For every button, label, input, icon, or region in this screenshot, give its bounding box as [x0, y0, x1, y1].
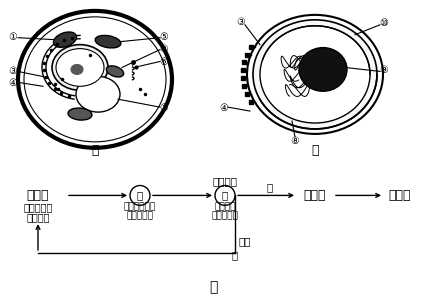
- Text: 乙: 乙: [311, 144, 319, 157]
- Text: ②: ②: [160, 44, 168, 54]
- Text: 供能: 供能: [239, 236, 251, 246]
- Text: ⑭: ⑭: [232, 250, 238, 260]
- Ellipse shape: [76, 76, 120, 112]
- Ellipse shape: [260, 26, 370, 123]
- Text: 成蛋白质）: 成蛋白质）: [127, 212, 153, 221]
- Text: ⑨: ⑨: [380, 65, 389, 75]
- Ellipse shape: [95, 36, 121, 48]
- Text: ⑪: ⑪: [137, 190, 143, 200]
- Ellipse shape: [18, 11, 172, 148]
- Text: 具膜小泡: 具膜小泡: [213, 176, 238, 186]
- Text: ⑤: ⑤: [160, 32, 168, 42]
- Ellipse shape: [56, 49, 104, 86]
- Ellipse shape: [68, 108, 92, 120]
- Text: （氨基酸形: （氨基酸形: [23, 202, 53, 212]
- Text: 细胞膜: 细胞膜: [304, 189, 326, 202]
- Text: ⑥: ⑥: [160, 57, 168, 67]
- Ellipse shape: [52, 45, 108, 90]
- Ellipse shape: [54, 32, 77, 47]
- Text: ⑩: ⑩: [380, 18, 389, 28]
- Ellipse shape: [24, 17, 166, 142]
- Text: ④: ④: [9, 78, 17, 88]
- Text: 修饰加工）: 修饰加工）: [212, 212, 239, 221]
- Text: ⑧: ⑧: [291, 136, 299, 146]
- Ellipse shape: [299, 48, 347, 91]
- Text: ⑦: ⑦: [160, 103, 168, 113]
- Ellipse shape: [71, 65, 83, 74]
- Text: 细胞外: 细胞外: [389, 189, 411, 202]
- Text: ①: ①: [9, 32, 17, 42]
- Text: 甲: 甲: [91, 144, 99, 157]
- Text: ④: ④: [220, 103, 228, 113]
- Text: （进一步: （进一步: [214, 203, 236, 212]
- Text: ⑫: ⑫: [222, 190, 228, 200]
- Text: 丙: 丙: [209, 281, 217, 295]
- Text: 成肽链）: 成肽链）: [26, 212, 50, 222]
- Ellipse shape: [247, 15, 383, 134]
- Text: （加工肽链形: （加工肽链形: [124, 203, 156, 212]
- Ellipse shape: [106, 66, 124, 77]
- Ellipse shape: [253, 20, 377, 129]
- Text: ③: ③: [236, 17, 245, 27]
- Text: ⑬: ⑬: [267, 182, 273, 192]
- Text: ③: ③: [9, 66, 17, 76]
- Text: 核糖体: 核糖体: [27, 189, 49, 202]
